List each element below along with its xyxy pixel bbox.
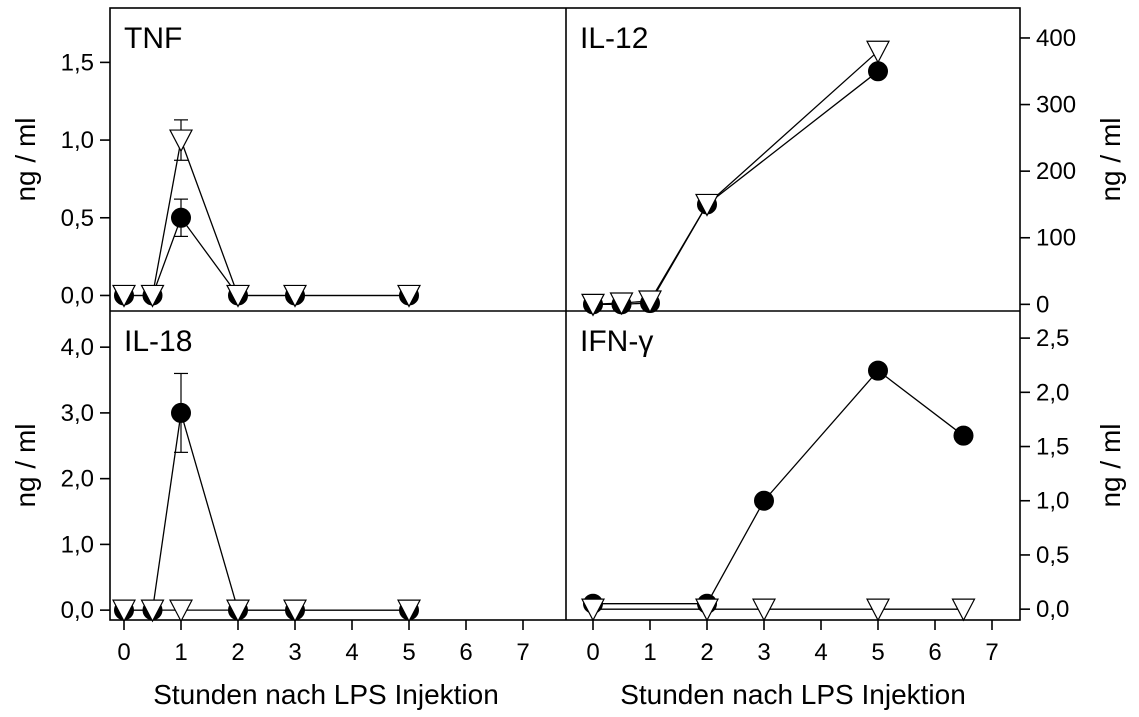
data-point-open-triangle xyxy=(695,598,719,622)
data-point-open-triangle xyxy=(609,292,634,316)
data-point-open-triangle xyxy=(951,598,976,622)
y-axis-label: ng / ml xyxy=(1095,117,1126,201)
y-tick-label: 400 xyxy=(1036,25,1076,52)
x-tick-label: 6 xyxy=(928,639,941,666)
data-point-open-triangle xyxy=(112,284,136,308)
y-tick-label: 2,5 xyxy=(1036,325,1069,352)
x-tick-label: 1 xyxy=(643,639,656,666)
data-point-open-triangle xyxy=(140,599,165,623)
y-axis-label: ng / ml xyxy=(10,423,41,507)
series-line-open-triangle-down xyxy=(592,50,879,305)
x-tick-label: 0 xyxy=(117,639,130,666)
y-tick-label: 1,0 xyxy=(1036,488,1069,515)
x-tick-label: 7 xyxy=(985,639,998,666)
data-point-open-triangle xyxy=(752,598,776,622)
panel-bottom-right: IFN-γ 0,0 0,5 1,0 1,5 2,0 2,5 ng / ml 0 1 2 3 4 5 6 7 St… xyxy=(580,325,1126,710)
x-axis-label: Stunden nach LPS Injektion xyxy=(153,679,499,710)
series-line-filled-circle xyxy=(593,70,879,305)
data-point-open-triangle xyxy=(283,599,307,623)
y-axis-label: ng / ml xyxy=(10,117,41,201)
y-tick-label: 0,5 xyxy=(1036,542,1069,569)
y-tick-label: 200 xyxy=(1036,158,1076,185)
y-tick-label: 1,5 xyxy=(61,49,94,76)
data-point-filled-circle xyxy=(953,425,974,446)
x-tick-label: 3 xyxy=(288,639,301,666)
data-point-filled-circle xyxy=(171,207,191,228)
y-tick-label: 3,0 xyxy=(61,400,94,427)
series-line-open-triangle-down xyxy=(124,137,409,297)
data-point-open-triangle xyxy=(581,293,605,317)
data-point-filled-circle xyxy=(868,360,888,381)
data-point-open-triangle xyxy=(169,599,193,623)
y-tick-label: 0,5 xyxy=(61,205,94,232)
panel-title: IFN-γ xyxy=(580,325,653,358)
y-tick-label: 1,0 xyxy=(61,127,94,154)
data-point-open-triangle xyxy=(112,599,136,623)
x-tick-label: 4 xyxy=(814,639,827,666)
x-tick-label: 0 xyxy=(586,639,599,666)
y-tick-label: 100 xyxy=(1036,225,1076,252)
panel-title: TNF xyxy=(124,22,182,55)
y-tick-label: 2,0 xyxy=(61,466,94,493)
y-axis-label: ng / ml xyxy=(1095,423,1126,507)
panel-title: IL-12 xyxy=(580,22,648,55)
data-point-open-triangle xyxy=(397,284,421,308)
y-tick-label: 4,0 xyxy=(61,334,94,361)
y-tick-label: 0 xyxy=(1036,291,1049,318)
data-point-open-triangle xyxy=(140,284,165,308)
panel-bottom-left: IL-18 0,0 1,0 2,0 3,0 4,0 ng / ml 0 1 2 3 4 5 6 7 Stund… xyxy=(10,325,530,710)
x-tick-label: 5 xyxy=(871,639,884,666)
data-point-open-triangle xyxy=(226,284,250,308)
x-tick-label: 3 xyxy=(757,639,770,666)
data-point-filled-circle xyxy=(868,61,888,82)
panel-title: IL-18 xyxy=(124,325,192,358)
y-tick-label: 0,0 xyxy=(1036,596,1069,623)
x-tick-label: 7 xyxy=(516,639,529,666)
data-point-filled-circle xyxy=(171,402,191,423)
panel-top-right: IL-12 0 100 200 300 400 ng / ml xyxy=(580,22,1126,318)
x-tick-label: 2 xyxy=(231,639,244,666)
plot-frame xyxy=(109,7,1021,621)
x-tick-label: 1 xyxy=(174,639,187,666)
series-line-filled-circle xyxy=(593,369,964,605)
data-point-open-triangle xyxy=(581,598,605,622)
y-tick-label: 300 xyxy=(1036,92,1076,119)
data-point-open-triangle xyxy=(866,598,890,622)
y-tick-label: 0,0 xyxy=(61,597,94,624)
data-point-open-triangle xyxy=(283,284,307,308)
data-point-filled-circle xyxy=(754,490,774,511)
x-tick-label: 5 xyxy=(402,639,415,666)
series-line-filled-circle xyxy=(124,412,409,611)
data-point-open-triangle xyxy=(397,599,421,623)
y-tick-label: 1,0 xyxy=(61,531,94,558)
y-tick-label: 0,0 xyxy=(61,282,94,309)
data-point-open-triangle xyxy=(226,599,250,623)
data-point-open-triangle xyxy=(638,290,662,314)
x-tick-label: 4 xyxy=(345,639,358,666)
y-tick-label: 2,0 xyxy=(1036,379,1069,406)
y-tick-label: 1,5 xyxy=(1036,434,1069,461)
data-point-open-triangle xyxy=(169,129,193,153)
panel-top-left: TNF 0,0 0,5 1,0 1,5 ng / ml xyxy=(10,22,421,309)
x-tick-label: 6 xyxy=(459,639,472,666)
x-tick-label: 2 xyxy=(700,639,713,666)
x-axis-label: Stunden nach LPS Injektion xyxy=(620,679,966,710)
series-line-filled-circle xyxy=(124,216,409,297)
data-point-open-triangle xyxy=(866,40,890,64)
data-point-open-triangle xyxy=(695,193,719,217)
